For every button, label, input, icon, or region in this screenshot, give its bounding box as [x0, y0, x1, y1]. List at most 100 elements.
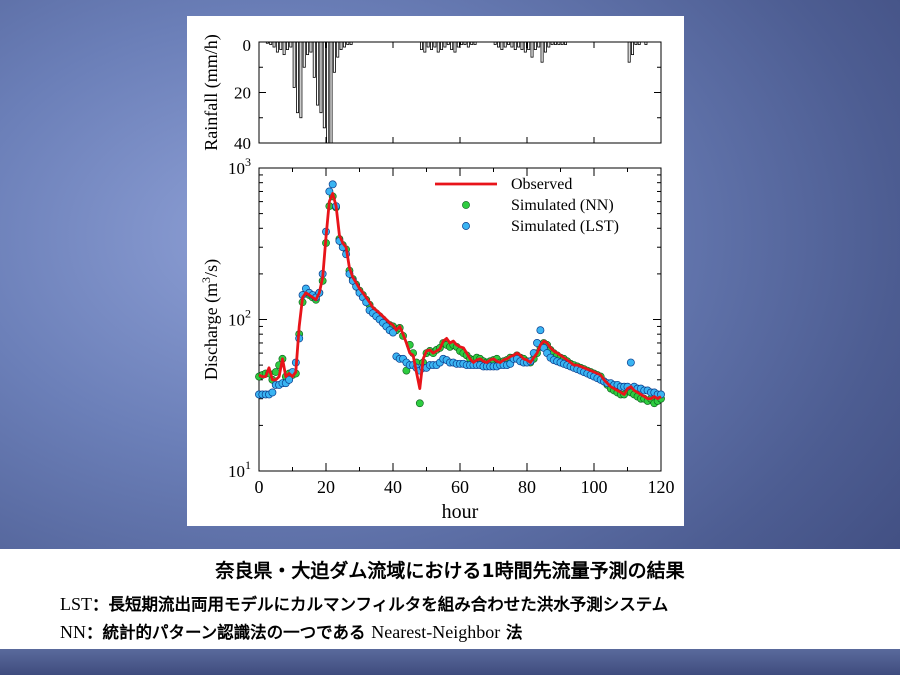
caption-title: 奈良県・大迫ダム流域における1時間先流量予測の結果	[215, 560, 685, 582]
rainfall-bar	[547, 41, 551, 48]
rainfall-bar	[433, 41, 437, 48]
rainfall-bar	[316, 41, 320, 106]
nn-abbr: NN	[60, 622, 86, 642]
rainfall-bar	[466, 41, 470, 48]
tick-exponent: 3	[245, 155, 251, 169]
x-axis-label: hour	[442, 501, 479, 523]
nn-tail: 法	[505, 623, 523, 642]
discharge-axis-label: Discharge (m3/s)	[199, 259, 222, 380]
rainfall-bar	[319, 41, 323, 114]
lst-point	[536, 326, 545, 335]
rainfall-bar	[339, 41, 343, 50]
rainfall-axis-label: Rainfall (mm/h)	[201, 34, 222, 150]
rainfall-bar	[530, 41, 534, 58]
x-tick-label: 0	[255, 477, 264, 497]
tick-exponent: 1	[245, 458, 251, 472]
rainfall-tick-label: 20	[234, 84, 251, 103]
x-tick-label: 80	[518, 477, 536, 497]
rainfall-bar	[342, 41, 346, 48]
legend-lst-swatch	[462, 222, 470, 230]
caption-band: 奈良県・大迫ダム流域における1時間先流量予測の結果 LST：長短期流出両用モデル…	[0, 549, 900, 649]
tick-exponent: 2	[245, 307, 251, 321]
rainfall-bar	[296, 41, 299, 114]
rainfall-bar	[631, 41, 635, 56]
legend-lst-label: Simulated (LST)	[511, 218, 619, 235]
x-tick-label: 120	[648, 477, 675, 497]
rainfall-bar	[533, 41, 537, 50]
chart-figure: 0 20 40 Rainfall (mm/h) 101 102 103 0 20 40 60 80 10…	[187, 16, 684, 526]
lst-point	[285, 375, 294, 384]
rainfall-bar	[543, 41, 547, 53]
lst-point	[325, 187, 334, 196]
rainfall-bar	[329, 41, 333, 144]
discharge-tick-label: 103	[228, 155, 251, 178]
rainfall-bar	[423, 41, 427, 53]
rainfall-bar	[302, 41, 306, 68]
rainfall-bar	[627, 41, 631, 63]
rainfall-bar	[537, 41, 541, 48]
rainfall-tick-label: 40	[234, 134, 251, 153]
rainfall-bar	[523, 41, 527, 53]
rainfall-bar	[272, 41, 276, 48]
lst-text: ：長短期流出両用モデルにカルマンフィルタを組み合わせた洪水予測システム	[92, 595, 669, 614]
rainfall-bar	[326, 41, 330, 144]
rainfall-frame	[258, 41, 662, 144]
caption-nn-line: NN：統計的パターン認識法の一つである Nearest-Neighbor 法	[60, 619, 890, 643]
rainfall-bar	[292, 41, 296, 88]
caption-lst-line: LST：長短期流出両用モデルにカルマンフィルタを組み合わせた洪水予測システム	[60, 591, 890, 615]
rainfall-bar	[497, 41, 501, 48]
rainfall-bar	[520, 41, 524, 50]
unit-rest: /s)	[201, 259, 222, 277]
bottom-bar	[0, 649, 900, 675]
rainfall-bar	[336, 41, 340, 58]
chart-svg: 0 20 40 Rainfall (mm/h) 101 102 103 0 20 40 60 80 10…	[199, 34, 675, 523]
rainfall-bar	[517, 41, 521, 48]
rainfall-bar	[279, 41, 283, 50]
lst-point	[268, 388, 277, 397]
lst-point	[389, 328, 397, 337]
legend-nn-label: Simulated (NN)	[511, 197, 614, 214]
legend-observed-label: Observed	[511, 176, 572, 193]
rainfall-bar	[513, 41, 517, 50]
rainfall-bar	[443, 41, 447, 48]
discharge-tick-label: 101	[228, 458, 251, 481]
unit-exponent: 3	[199, 277, 213, 283]
rainfall-bar	[332, 41, 336, 73]
rainfall-bar	[282, 41, 286, 56]
rainfall-bar	[503, 41, 507, 48]
rainfall-bars	[265, 41, 648, 144]
rainfall-bar	[322, 41, 326, 129]
rainfall-bar	[299, 41, 303, 119]
lst-point	[328, 180, 337, 189]
legend-nn-swatch	[462, 201, 470, 209]
nn-point	[415, 399, 424, 408]
rainfall-bar	[309, 41, 313, 53]
rainfall-bar	[450, 41, 454, 50]
nn-english: Nearest-Neighbor	[371, 622, 501, 642]
rainfall-bar	[306, 41, 310, 56]
rainfall-bar	[419, 41, 423, 50]
x-tick-label: 100	[581, 477, 608, 497]
rainfall-bar	[510, 41, 514, 48]
rainfall-bar	[426, 41, 430, 48]
x-tick-label: 20	[317, 477, 335, 497]
lst-point	[626, 358, 635, 367]
x-tick-label: 60	[451, 477, 469, 497]
rainfall-bar	[275, 41, 279, 53]
lst-abbr: LST	[60, 594, 93, 614]
rainfall-bar	[440, 41, 444, 50]
rainfall-bar	[527, 41, 531, 50]
rainfall-bar	[500, 41, 504, 50]
x-tick-label: 40	[384, 477, 402, 497]
series-observed-line	[258, 191, 662, 401]
rainfall-bar	[286, 41, 289, 50]
rainfall-bar	[289, 41, 293, 48]
rainfall-bar	[430, 41, 433, 50]
rainfall-bar	[312, 41, 316, 78]
rainfall-bar	[436, 41, 440, 53]
nn-text: ：統計的パターン認識法の一つである	[86, 623, 366, 642]
discharge-tick-label: 102	[228, 307, 251, 330]
rainfall-bar	[456, 41, 460, 48]
rainfall-tick-label: 0	[243, 36, 252, 55]
rainfall-bar	[540, 41, 544, 63]
